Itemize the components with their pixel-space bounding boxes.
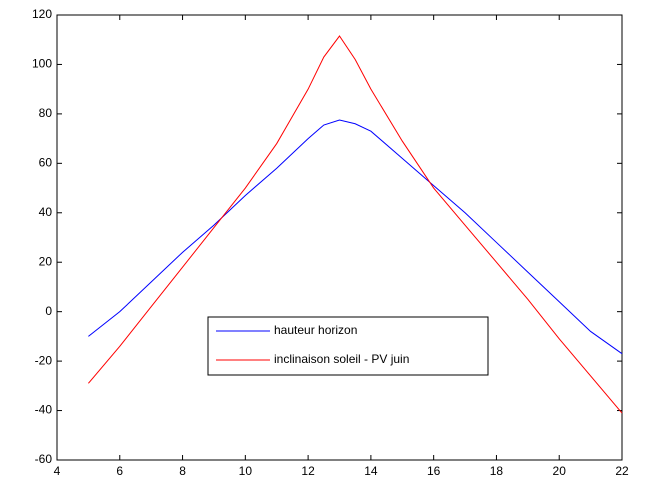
x-tick-label: 14	[364, 464, 378, 478]
line-series	[88, 35, 623, 414]
x-tick-label: 16	[427, 464, 441, 478]
y-tick-label: 100	[32, 57, 52, 71]
line-series	[88, 119, 623, 355]
legend-label: hauteur horizon	[274, 323, 357, 337]
y-tick-label: 120	[32, 7, 52, 21]
y-tick-label: -20	[35, 353, 53, 367]
y-tick-label: 20	[39, 254, 53, 268]
axes-box	[56, 14, 623, 461]
y-tick-label: -60	[35, 452, 53, 466]
y-tick-label: 0	[45, 304, 52, 318]
x-tick-label: 20	[553, 464, 567, 478]
x-tick-label: 22	[615, 464, 629, 478]
legend-box	[207, 316, 489, 376]
x-tick-label: 4	[54, 464, 61, 478]
x-tick-label: 18	[490, 464, 504, 478]
x-tick-label: 10	[239, 464, 253, 478]
y-tick-label: 80	[39, 106, 53, 120]
y-tick-label: 60	[39, 156, 53, 170]
y-tick-label: -40	[35, 403, 53, 417]
legend-label: inclinaison soleil - PV juin	[274, 352, 409, 366]
x-tick-label: 6	[116, 464, 123, 478]
x-tick-label: 12	[301, 464, 315, 478]
x-tick-label: 8	[179, 464, 186, 478]
y-tick-label: 40	[39, 205, 53, 219]
